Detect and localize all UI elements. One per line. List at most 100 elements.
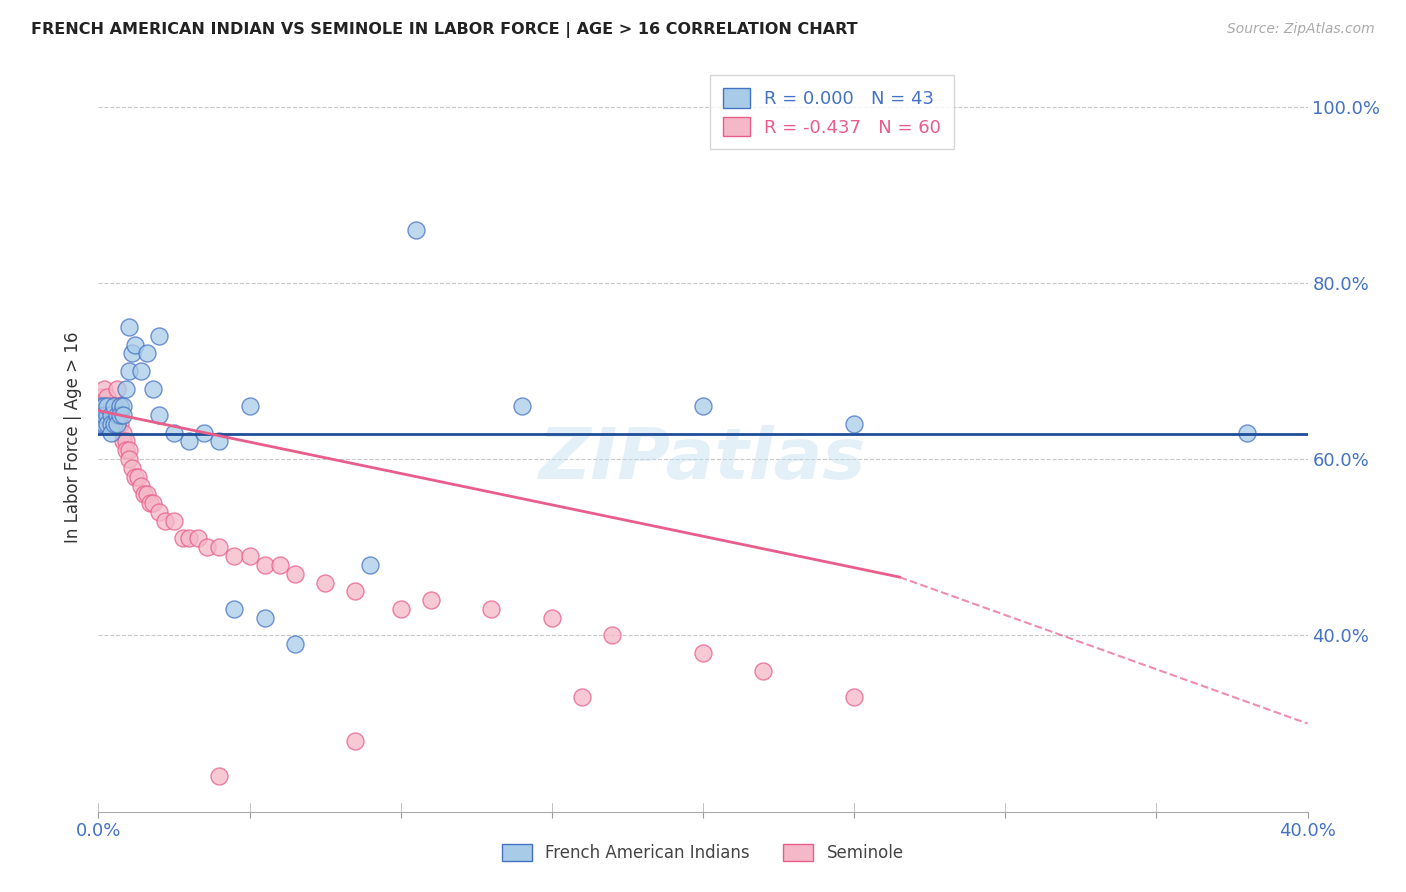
Point — [105, 417, 128, 431]
Y-axis label: In Labor Force | Age > 16: In Labor Force | Age > 16 — [65, 331, 83, 543]
Point — [118, 364, 141, 378]
Point — [93, 399, 115, 413]
Point — [405, 223, 427, 237]
Point — [105, 417, 128, 431]
Point — [108, 417, 131, 431]
Legend: French American Indians, Seminole: French American Indians, Seminole — [494, 836, 912, 871]
Point — [96, 417, 118, 431]
Point — [148, 408, 170, 422]
Point — [96, 391, 118, 405]
Point — [602, 628, 624, 642]
Point — [129, 364, 152, 378]
Point — [692, 646, 714, 660]
Point — [224, 602, 246, 616]
Point — [193, 425, 215, 440]
Point — [100, 408, 122, 422]
Point — [142, 496, 165, 510]
Point — [111, 425, 134, 440]
Point — [142, 382, 165, 396]
Point — [129, 478, 152, 492]
Point — [108, 399, 131, 413]
Point — [163, 425, 186, 440]
Text: Source: ZipAtlas.com: Source: ZipAtlas.com — [1227, 22, 1375, 37]
Point — [100, 399, 122, 413]
Point — [1236, 425, 1258, 440]
Point — [127, 469, 149, 483]
Point — [284, 566, 307, 581]
Point — [105, 408, 128, 422]
Point — [118, 452, 141, 467]
Point — [163, 514, 186, 528]
Point — [195, 541, 218, 555]
Point — [135, 487, 157, 501]
Point — [224, 549, 246, 563]
Point — [90, 408, 112, 422]
Point — [103, 417, 125, 431]
Point — [239, 399, 262, 413]
Point — [118, 443, 141, 458]
Point — [100, 425, 122, 440]
Point — [96, 408, 118, 422]
Point — [114, 434, 136, 449]
Point — [179, 434, 201, 449]
Point — [253, 558, 276, 572]
Point — [284, 637, 307, 651]
Point — [93, 408, 115, 422]
Point — [90, 399, 112, 413]
Point — [481, 602, 503, 616]
Point — [344, 734, 367, 748]
Point — [360, 558, 382, 572]
Point — [100, 408, 122, 422]
Point — [100, 417, 122, 431]
Point — [153, 514, 176, 528]
Point — [105, 382, 128, 396]
Point — [139, 496, 162, 510]
Point — [103, 408, 125, 422]
Point — [135, 346, 157, 360]
Point — [208, 434, 231, 449]
Point — [253, 611, 276, 625]
Point — [239, 549, 262, 563]
Point — [96, 408, 118, 422]
Point — [752, 664, 775, 678]
Point — [111, 408, 134, 422]
Point — [108, 408, 131, 422]
Point — [90, 399, 112, 413]
Point — [114, 382, 136, 396]
Point — [148, 328, 170, 343]
Point — [93, 399, 115, 413]
Point — [172, 532, 194, 546]
Point — [103, 399, 125, 413]
Point — [269, 558, 291, 572]
Point — [148, 505, 170, 519]
Point — [96, 399, 118, 413]
Point — [93, 417, 115, 431]
Point — [844, 417, 866, 431]
Point — [100, 417, 122, 431]
Point — [179, 532, 201, 546]
Point — [344, 584, 367, 599]
Point — [103, 417, 125, 431]
Point — [314, 575, 336, 590]
Point — [208, 769, 231, 783]
Point — [93, 382, 115, 396]
Point — [187, 532, 209, 546]
Point — [121, 346, 143, 360]
Point — [93, 408, 115, 422]
Point — [540, 611, 562, 625]
Point — [124, 469, 146, 483]
Point — [96, 417, 118, 431]
Point — [105, 408, 128, 422]
Point — [108, 399, 131, 413]
Point — [420, 593, 443, 607]
Point — [510, 399, 533, 413]
Point — [114, 443, 136, 458]
Point — [111, 434, 134, 449]
Point — [118, 319, 141, 334]
Point — [208, 541, 231, 555]
Text: ZIPatlas: ZIPatlas — [540, 425, 866, 494]
Point — [111, 399, 134, 413]
Point — [844, 690, 866, 705]
Point — [121, 461, 143, 475]
Point — [90, 417, 112, 431]
